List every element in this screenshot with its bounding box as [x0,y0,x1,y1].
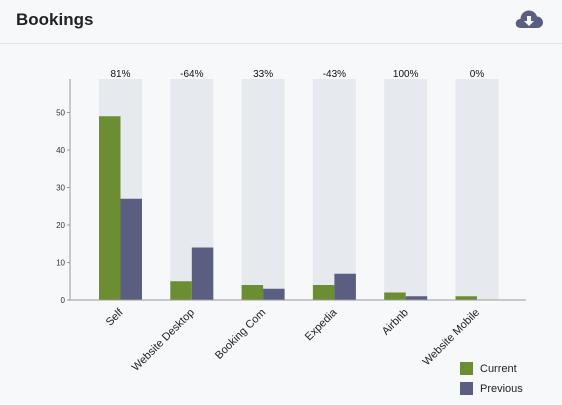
change-percent-label: 33% [253,69,273,80]
bar-previous[interactable] [120,198,143,300]
legend-label[interactable]: Previous [480,383,523,395]
bar-current[interactable] [99,116,121,300]
y-tick-label: 20 [56,221,65,230]
category-band [312,79,356,300]
x-tick-label: Website Desktop [130,307,197,374]
legend-swatch-previous [460,382,473,395]
y-tick-label: 50 [56,109,65,118]
x-tick-label: Booking Com [213,307,268,362]
category-band [241,79,285,300]
category-band [455,79,499,300]
bar-current[interactable] [455,296,478,300]
change-percent-label: 100% [393,69,419,80]
change-percent-label: 0% [470,69,485,80]
y-tick-label: 10 [56,259,65,268]
x-tick-label: Self [104,306,127,329]
bookings-bar-chart: 0 10 20 30 40 50 Self Website Desktop Booking C… [56,69,526,395]
header: Bookings [0,0,562,44]
x-tick-label: Airbnb [380,307,411,338]
bar-previous[interactable] [263,288,285,300]
bar-previous[interactable] [191,247,214,301]
cloud-download-icon[interactable] [514,7,544,31]
page-title: Bookings [16,10,94,29]
x-tick-label: Expedia [303,306,340,343]
legend-label[interactable]: Current [480,363,517,375]
bar-current[interactable] [312,285,335,300]
bar-previous[interactable] [334,273,356,300]
y-tick-label: 30 [56,184,65,193]
change-percent-label: -43% [323,69,346,80]
change-percent-label: -64% [180,69,203,80]
change-percent-label: 81% [110,69,130,80]
bar-previous[interactable] [405,296,428,300]
y-tick-label: 40 [56,146,65,155]
legend-swatch-current [460,362,473,375]
bar-current[interactable] [170,281,192,300]
category-band [384,79,428,300]
bar-current[interactable] [241,285,264,300]
y-tick-label: 0 [61,296,66,305]
x-tick-label: Website Mobile [421,307,483,369]
bar-current[interactable] [384,292,406,301]
